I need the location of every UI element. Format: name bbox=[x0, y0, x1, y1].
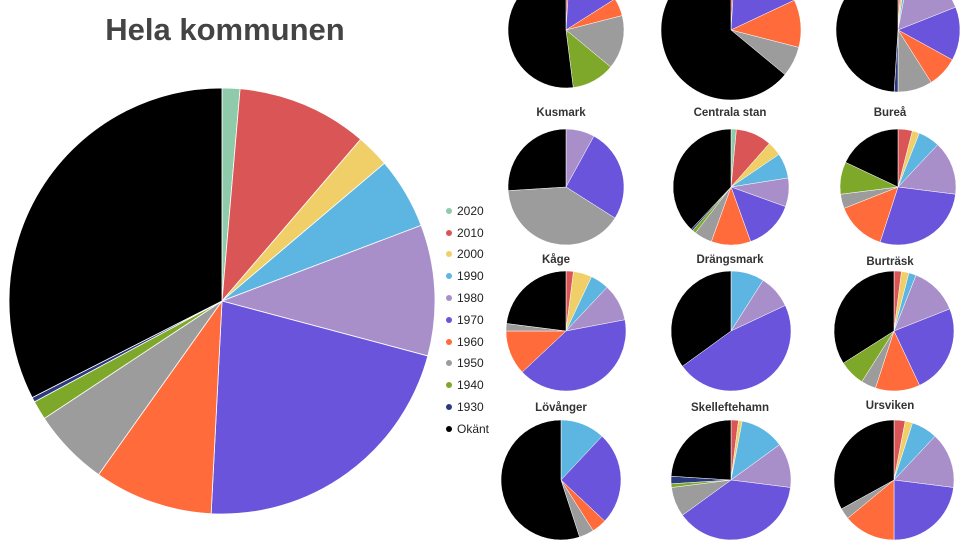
pie-chart-7 bbox=[505, 270, 627, 392]
legend-label: 2020 bbox=[457, 203, 484, 218]
legend-label: 1940 bbox=[457, 378, 484, 393]
legend-label: 1990 bbox=[457, 269, 484, 284]
legend-swatch bbox=[446, 295, 452, 302]
legend-label: 1960 bbox=[457, 334, 484, 349]
legend-item: 2000 bbox=[446, 244, 496, 266]
pie-slice-ok-nt bbox=[8, 87, 223, 399]
legend-item: 1950 bbox=[446, 353, 496, 375]
legend-swatch bbox=[446, 404, 452, 411]
pie-slice-1970 bbox=[897, 6, 961, 61]
legend-label: 1950 bbox=[457, 356, 484, 371]
legend-swatch bbox=[446, 251, 452, 258]
pie-slice-ok-nt bbox=[507, 0, 574, 89]
small-chart-title-centrala-stan: Centrala stan bbox=[693, 107, 767, 119]
pie-slice-1970 bbox=[879, 186, 956, 246]
legend-label: Okänt bbox=[457, 421, 490, 436]
pie-slice-1980 bbox=[897, 0, 956, 31]
pie-slice-1970 bbox=[521, 319, 627, 392]
legend-swatch bbox=[446, 229, 452, 236]
small-chart-title-ursviken: Ursviken bbox=[865, 400, 915, 412]
pie-slice-1960 bbox=[847, 479, 895, 541]
legend-item: 1940 bbox=[446, 374, 496, 396]
small-chart-title-burtrask: Burträsk bbox=[866, 256, 914, 268]
pie-slice-ok-nt bbox=[660, 0, 786, 101]
legend-swatch bbox=[446, 425, 452, 432]
pie-slice-1980 bbox=[897, 144, 957, 195]
pie-slice-1970 bbox=[682, 479, 791, 541]
small-chart-title-kusmark: Kusmark bbox=[536, 107, 586, 119]
legend-item: 2020 bbox=[446, 200, 496, 222]
pie-slice-1980 bbox=[893, 435, 955, 488]
pie-slice-1970 bbox=[893, 479, 954, 541]
pie-chart-0 bbox=[8, 87, 436, 515]
small-chart-title-skelleftehamn: Skelleftehamn bbox=[691, 402, 769, 414]
legend-swatch bbox=[446, 338, 452, 345]
pie-slice-ok-nt bbox=[833, 419, 895, 510]
pie-slice-2010 bbox=[221, 88, 362, 303]
pie-slice-ok-nt bbox=[672, 128, 732, 230]
legend-swatch bbox=[446, 273, 452, 280]
main-chart-title: Hela kommunen bbox=[105, 12, 345, 47]
small-chart-title-burea: Bureå bbox=[873, 107, 907, 119]
legend-item: Okänt bbox=[446, 418, 496, 440]
pie-chart-8 bbox=[670, 270, 792, 392]
pie-slice-ok-nt bbox=[500, 419, 580, 541]
pie-chart-4 bbox=[507, 128, 625, 246]
legend-item: 1970 bbox=[446, 309, 496, 331]
pie-slice-ok-nt bbox=[845, 128, 899, 188]
legend-label: 1970 bbox=[457, 312, 484, 327]
pie-slice-ok-nt bbox=[670, 419, 732, 481]
pie-slice-ok-nt bbox=[833, 270, 895, 364]
pie-slice-1970 bbox=[730, 186, 786, 242]
legend-swatch bbox=[446, 316, 452, 323]
pie-slice-1950 bbox=[507, 186, 616, 246]
pie-slice-1960 bbox=[98, 299, 223, 515]
legend-swatch bbox=[446, 382, 452, 389]
pie-slice-ok-nt bbox=[835, 0, 899, 93]
pie-chart-5 bbox=[672, 128, 790, 246]
pie-chart-3 bbox=[835, 0, 961, 93]
pie-chart-9 bbox=[833, 270, 955, 392]
pie-slice-1970 bbox=[893, 308, 955, 386]
pie-slice-1970 bbox=[565, 135, 625, 219]
legend-item: 2010 bbox=[446, 222, 496, 244]
legend-label: 2010 bbox=[457, 225, 484, 240]
pie-chart-6 bbox=[839, 128, 957, 246]
legend-item: 1930 bbox=[446, 396, 496, 418]
pie-chart-12 bbox=[833, 419, 955, 541]
legend-label: 2000 bbox=[457, 247, 484, 262]
pie-chart-10 bbox=[500, 419, 622, 541]
pie-slice-1970 bbox=[560, 435, 622, 522]
pie-slice-ok-nt bbox=[670, 270, 732, 367]
legend-swatch bbox=[446, 207, 452, 214]
pie-chart-1 bbox=[507, 0, 625, 89]
pie-chart-2 bbox=[660, 0, 802, 101]
pie-slice-ok-nt bbox=[506, 270, 567, 332]
pie-slice-ok-nt bbox=[507, 128, 567, 191]
pie-slice-1980 bbox=[220, 224, 436, 357]
small-chart-title-kage: Kåge bbox=[541, 254, 571, 266]
small-chart-title-drangsmark: Drängsmark bbox=[696, 254, 764, 266]
legend-item: 1990 bbox=[446, 265, 496, 287]
pie-slice-1950 bbox=[565, 15, 625, 68]
legend: 2020 2010 2000 1990 1980 1970 1960 1950 … bbox=[446, 200, 496, 440]
small-chart-title-lovanger: Lövånger bbox=[535, 402, 587, 414]
legend-item: 1960 bbox=[446, 331, 496, 353]
legend-label: 1980 bbox=[457, 291, 484, 306]
legend-swatch bbox=[446, 360, 452, 367]
pie-chart-11 bbox=[670, 419, 792, 541]
pie-slice-1970 bbox=[210, 300, 429, 515]
legend-label: 1930 bbox=[457, 400, 484, 415]
pie-slice-1960 bbox=[843, 186, 899, 243]
legend-item: 1980 bbox=[446, 287, 496, 309]
pie-slice-1970 bbox=[682, 305, 792, 392]
